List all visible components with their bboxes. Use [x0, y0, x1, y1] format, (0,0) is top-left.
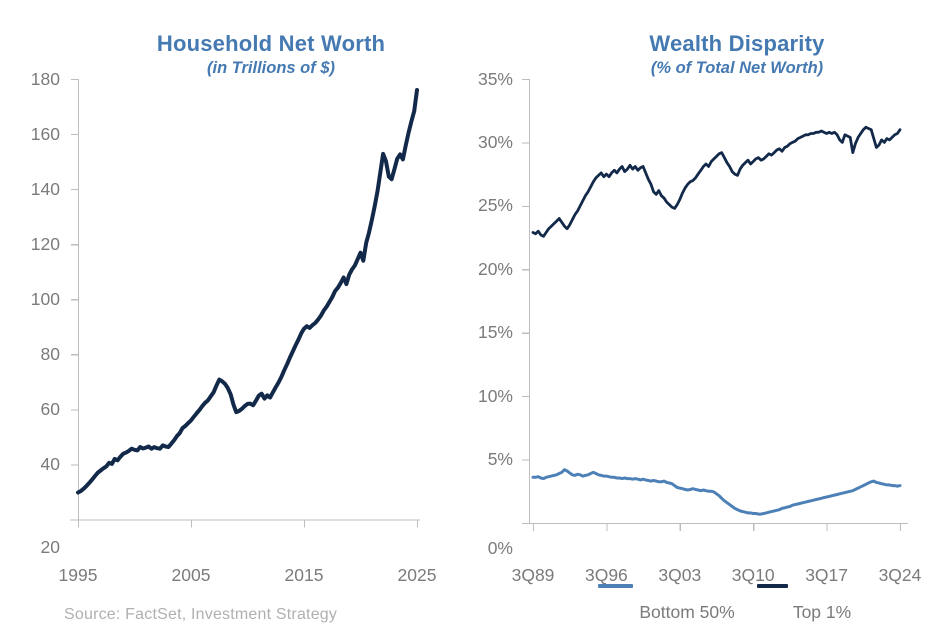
legend-label-bottom-50: Bottom 50% — [639, 602, 735, 622]
chart-subtitle: (% of Total Net Worth) — [650, 59, 824, 77]
y-axis-label: 15% — [477, 322, 513, 343]
chart-title: Household Net Worth — [156, 31, 386, 56]
x-axis-label: 2015 — [284, 565, 324, 585]
y-axis-label: 10% — [477, 385, 513, 406]
chart-title: Wealth Disparity — [649, 31, 825, 56]
y-axis-label: 80 — [40, 343, 60, 364]
legend-swatch-bottom-50 — [598, 584, 633, 588]
y-axis-label: 30% — [477, 131, 513, 152]
x-axis-label: 3Q96 — [584, 565, 628, 585]
y-axis-label: 35% — [477, 68, 513, 89]
source-note: Source: FactSet, Investment Strategy — [64, 606, 338, 623]
x-axis-label: 3Q24 — [878, 565, 922, 585]
y-axis-label: 20% — [477, 258, 513, 279]
series-line-bottom-50 — [531, 468, 902, 516]
x-axis-label: 2005 — [171, 565, 211, 585]
y-axis-label: 140 — [30, 178, 60, 199]
y-axis-label: 60 — [40, 398, 60, 419]
x-axis-label: 1995 — [58, 565, 98, 585]
chart-subtitle: (in Trillions of $) — [206, 59, 336, 77]
x-axis-label: 3Q10 — [731, 565, 775, 585]
y-axis-label: 25% — [477, 195, 513, 216]
x-axis-label: 2025 — [397, 565, 437, 585]
legend-label-top-1: Top 1% — [792, 602, 852, 622]
series-line-top-1 — [531, 125, 902, 238]
x-axis-label: 3Q89 — [511, 565, 555, 585]
y-axis-label: 180 — [30, 68, 60, 89]
y-axis-label: 0% — [487, 537, 513, 558]
y-axis-label: 120 — [30, 233, 60, 254]
x-axis-label: 3Q17 — [805, 565, 848, 585]
legend-swatch-top-1 — [757, 584, 788, 588]
y-axis-label: 160 — [30, 123, 60, 144]
series-line-household-net-worth — [76, 88, 419, 495]
y-axis-label: 20 — [40, 536, 60, 557]
y-axis-label: 5% — [487, 449, 513, 470]
y-axis-label: 100 — [30, 288, 60, 309]
y-axis-label: 40 — [40, 453, 60, 474]
x-axis-label: 3Q03 — [658, 565, 702, 585]
